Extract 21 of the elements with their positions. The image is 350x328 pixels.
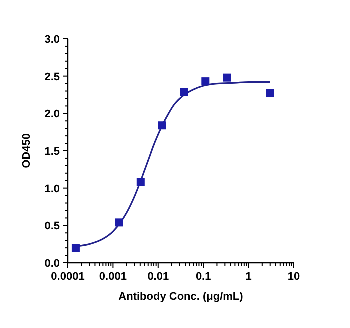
y-tick-label: 3.0 — [44, 34, 60, 46]
x-tick-label: 0.1 — [196, 271, 212, 283]
point — [202, 78, 210, 86]
y-tick-label: 1.0 — [44, 183, 60, 196]
point — [158, 122, 166, 130]
x-axis-title: Antibody Conc. (μg/mL) — [118, 291, 244, 303]
y-tick-label: 0.5 — [44, 220, 60, 233]
y-tick-label: 1.5 — [44, 146, 60, 158]
y-tick-label: 0.0 — [44, 258, 60, 270]
x-tick-label: 1 — [246, 271, 252, 283]
y-tick-label: 2.5 — [44, 71, 60, 84]
point — [115, 218, 124, 227]
point — [136, 178, 145, 186]
x-tick-label: 0.0001 — [51, 271, 85, 283]
x-tick-label: 10 — [288, 271, 300, 283]
point — [180, 88, 188, 96]
x-tick-label: 0.001 — [99, 271, 127, 283]
y-tick-label: 2.0 — [44, 108, 60, 121]
x-tick-label: 0.01 — [148, 271, 170, 283]
point — [223, 74, 232, 82]
y-axis-title: OD450 — [21, 134, 33, 168]
